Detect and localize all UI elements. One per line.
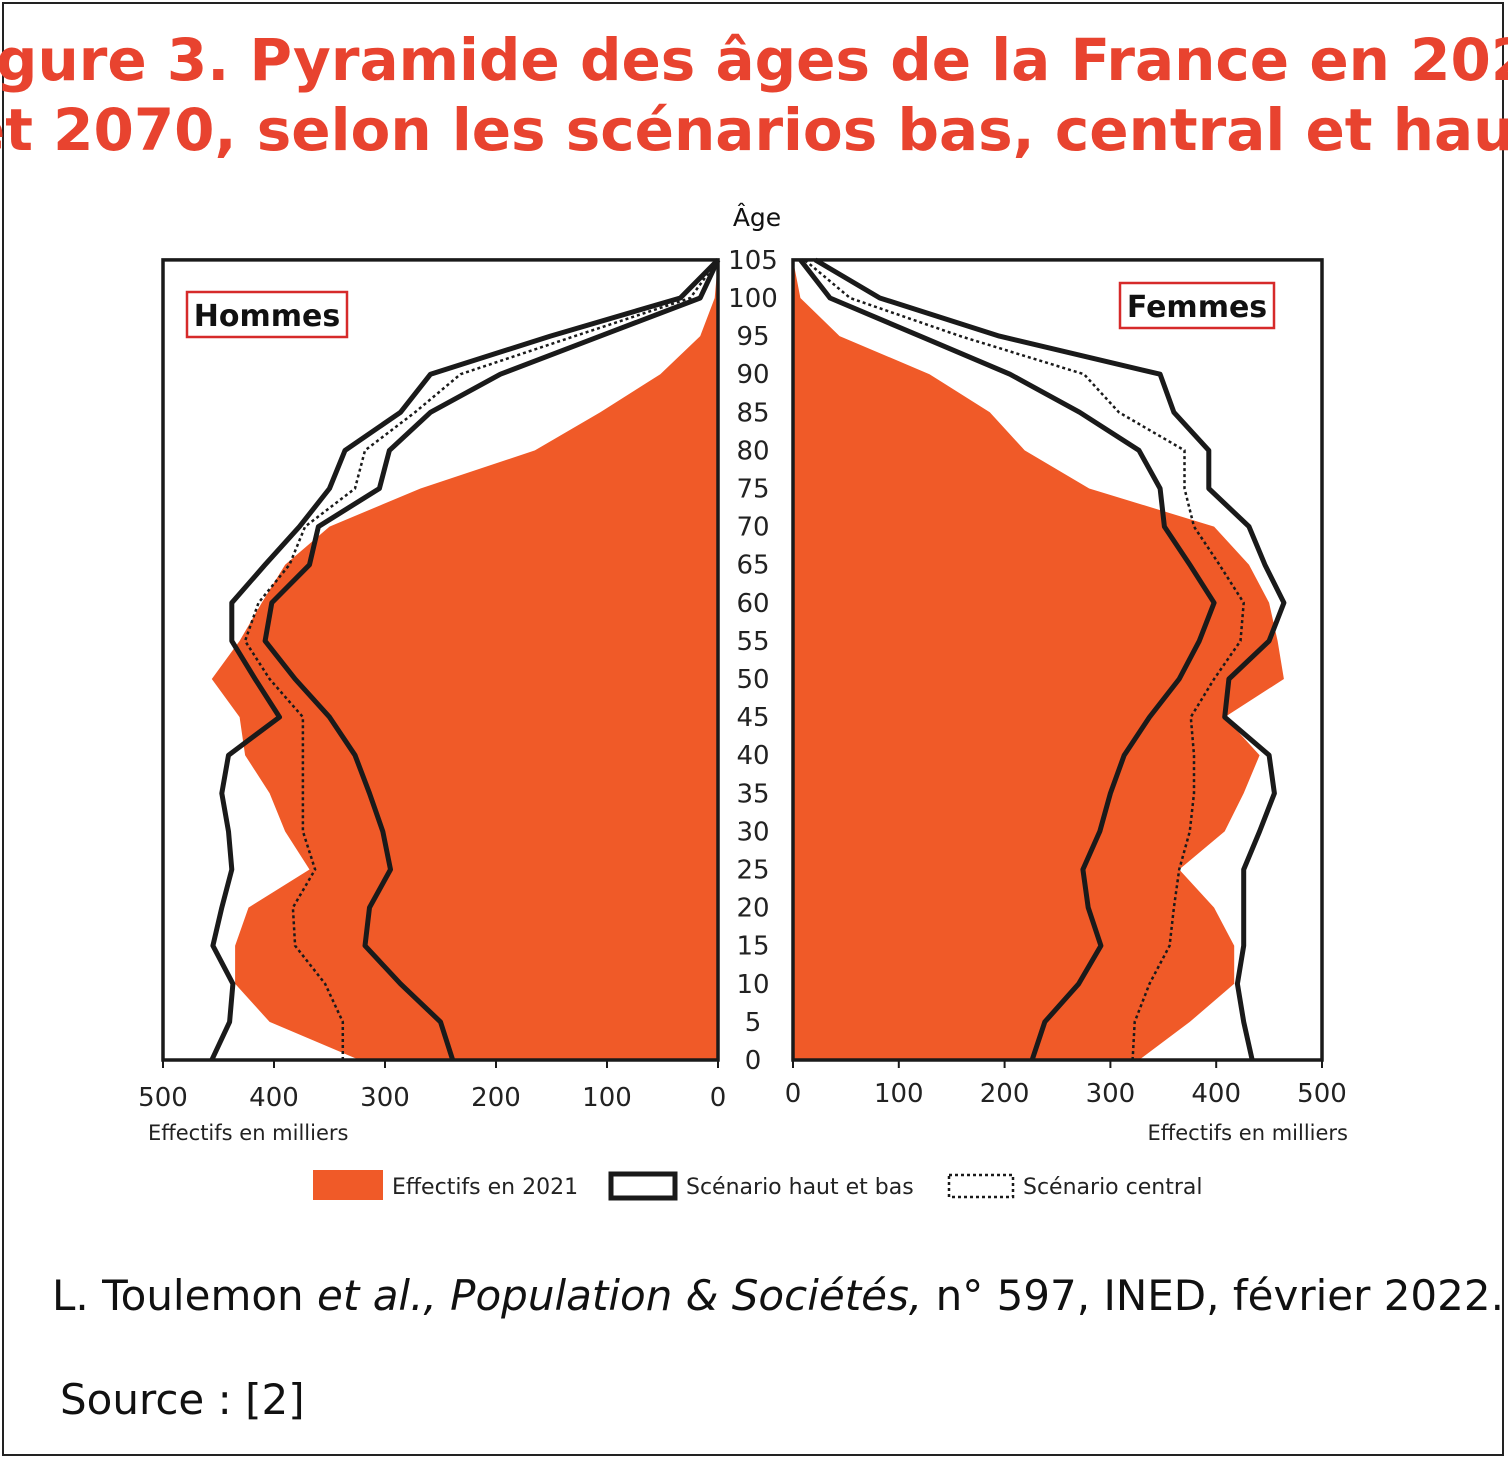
line-hommes-central [243, 259, 720, 1060]
figure-title-line1: Figure 3. Pyramide des âges de la France… [0, 26, 1508, 94]
y-tick-label: 0 [745, 1046, 762, 1076]
x-tick-label-left: 0 [710, 1083, 727, 1113]
source-note: Source : [2] [60, 1375, 305, 1424]
x-tick-label-left: 500 [138, 1083, 188, 1113]
y-tick-label: 5 [745, 1008, 762, 1038]
figure-title-line2: et 2070, selon les scénarios bas, centra… [0, 96, 1508, 164]
x-tick-label-left: 400 [249, 1083, 299, 1113]
y-tick-label: 55 [736, 627, 769, 657]
area-femmes-2021 [793, 259, 1284, 1060]
legend-label-haut-bas: Scénario haut et bas [686, 1175, 914, 1200]
x-tick-label-right: 400 [1191, 1079, 1241, 1109]
legend-swatch-haut-bas [608, 1171, 678, 1201]
y-tick-label: 75 [736, 475, 769, 505]
y-tick-label: 30 [736, 817, 769, 847]
line-hommes-bas [262, 258, 721, 1061]
citation: L. Toulemon et al., Population & Société… [52, 1271, 1504, 1320]
y-tick-label: 105 [728, 246, 778, 276]
hommes-label: Hommes [194, 299, 340, 334]
line-femmes-haut [813, 257, 1287, 1061]
x-tick-label-left: 200 [471, 1083, 521, 1113]
y-tick-label: 70 [736, 513, 769, 543]
x-axis-label-right: Effectifs en milliers [1148, 1121, 1348, 1145]
line-femmes-central [803, 258, 1245, 1061]
panel-frame-hommes [161, 258, 720, 1062]
citation-author: L. Toulemon [52, 1271, 317, 1320]
line-hommes-haut [209, 258, 720, 1062]
x-tick-label-right: 0 [785, 1079, 802, 1109]
legend-swatch-2021 [313, 1170, 383, 1200]
x-tick-label-right: 100 [874, 1079, 924, 1109]
x-tick-label-right: 500 [1297, 1079, 1347, 1109]
y-tick-label: 80 [736, 436, 769, 466]
hommes-label-box [185, 290, 349, 339]
y-tick-label: 85 [736, 398, 769, 428]
y-tick-label: 95 [736, 322, 769, 352]
y-tick-label: 60 [736, 589, 769, 619]
y-tick-label: 25 [736, 856, 769, 886]
y-tick-label: 50 [736, 665, 769, 695]
x-tick-label-left: 300 [360, 1083, 410, 1113]
x-axis-label-left: Effectifs en milliers [148, 1121, 348, 1145]
y-axis-label: Âge [733, 203, 781, 232]
y-tick-label: 15 [736, 932, 769, 962]
legend-label-2021: Effectifs en 2021 [392, 1175, 578, 1200]
y-tick-label: 100 [728, 284, 778, 314]
legend: Effectifs en 2021 Scénario haut et bas S… [313, 1170, 1202, 1201]
y-tick-label: 45 [736, 703, 769, 733]
femmes-label: Femmes [1127, 290, 1267, 325]
citation-issue: n° 597, INED, février 2022. [922, 1271, 1504, 1320]
legend-swatch-central [947, 1173, 1015, 1199]
legend-label-central: Scénario central [1023, 1175, 1202, 1200]
area-hommes-2021 [211, 259, 719, 1060]
x-tick-label-left: 100 [582, 1083, 632, 1113]
y-tick-label: 35 [736, 779, 769, 809]
y-tick-label: 90 [736, 360, 769, 390]
y-tick-label: 40 [736, 741, 769, 771]
y-tick-label: 20 [736, 894, 769, 924]
citation-journal: et al., Population & Sociétés, [317, 1271, 922, 1320]
y-tick-label: 65 [736, 551, 769, 581]
x-tick-label-right: 300 [1086, 1079, 1136, 1109]
panel-frame-femmes [791, 258, 1324, 1062]
y-tick-label: 10 [736, 970, 769, 1000]
line-femmes-bas [798, 258, 1217, 1061]
x-tick-label-right: 200 [980, 1079, 1030, 1109]
femmes-label-box [1118, 281, 1276, 330]
